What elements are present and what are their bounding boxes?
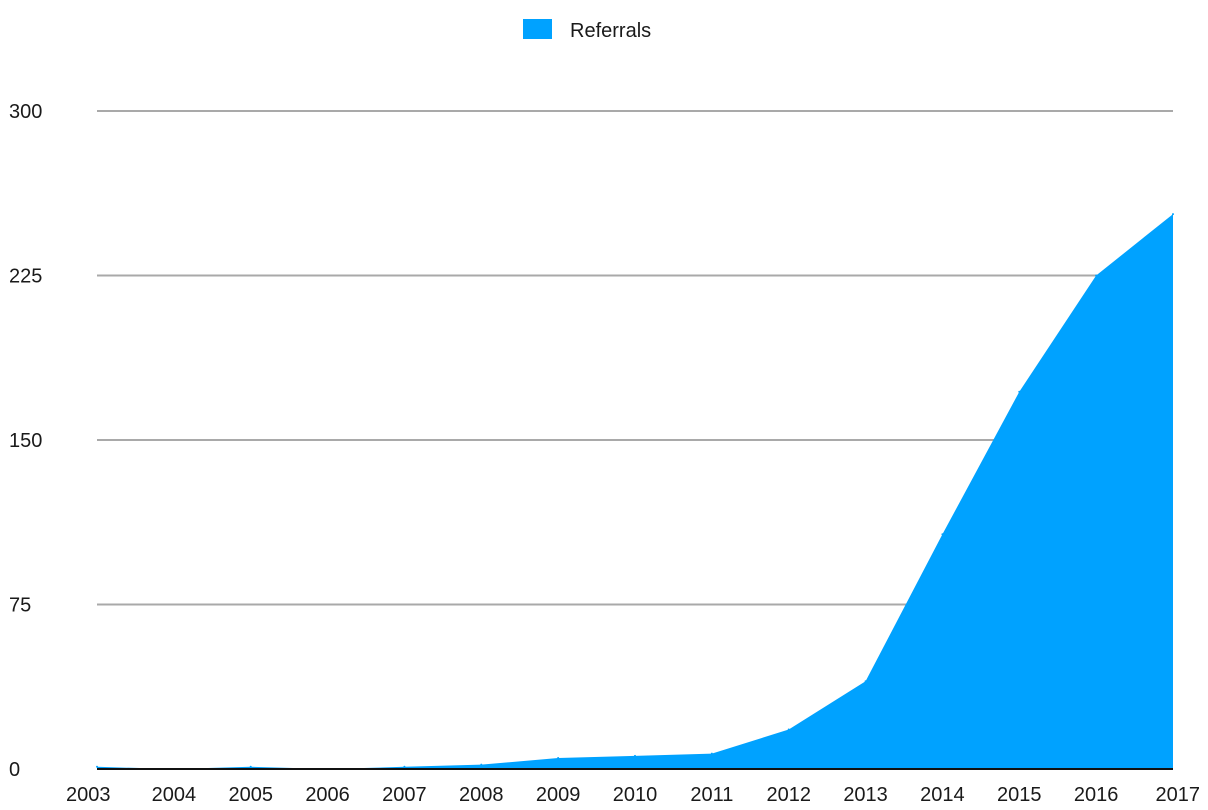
- data-point-2012: [787, 728, 790, 731]
- x-tick-label: 2004: [152, 784, 197, 806]
- legend: Referrals: [523, 19, 651, 42]
- legend-label: Referrals: [570, 20, 651, 42]
- x-tick-label: 2014: [920, 784, 965, 806]
- y-tick-label: 150: [9, 430, 42, 452]
- y-axis-ticks: 0 75 150 225 300: [9, 101, 42, 781]
- data-point-2005: [249, 765, 252, 768]
- data-point-2015: [1018, 390, 1021, 393]
- y-tick-label: 225: [9, 266, 42, 288]
- data-point-2008: [480, 763, 483, 766]
- area-series-referrals: [97, 214, 1173, 770]
- x-axis-ticks: 2003 2004 2005 2006 2007 2008 2009 2010 2011 2012…: [66, 784, 1200, 806]
- x-tick-label: 2010: [613, 784, 658, 806]
- data-point-2014: [941, 533, 944, 536]
- x-tick-label: 2003: [66, 784, 111, 806]
- data-point-2009: [557, 757, 560, 760]
- x-tick-label: 2016: [1074, 784, 1119, 806]
- x-tick-label: 2015: [997, 784, 1042, 806]
- y-tick-label: 75: [9, 595, 31, 617]
- data-point-2016: [1095, 274, 1098, 277]
- x-tick-label: 2007: [382, 784, 427, 806]
- data-point-2003: [96, 765, 98, 768]
- x-tick-label: 2011: [690, 784, 733, 806]
- data-point-2007: [403, 765, 406, 768]
- x-tick-label: 2005: [228, 784, 273, 806]
- y-tick-label: 300: [9, 101, 42, 123]
- data-point-2013: [864, 680, 867, 683]
- data-point-2017: [1172, 213, 1174, 216]
- data-point-2010: [634, 754, 636, 757]
- x-tick-label: 2013: [843, 784, 888, 806]
- x-tick-label: 2006: [305, 784, 350, 806]
- x-tick-label: 2009: [536, 784, 581, 806]
- legend-swatch: [523, 19, 552, 39]
- series-layer: [96, 213, 1174, 770]
- y-tick-label: 0: [9, 759, 20, 781]
- x-tick-label: 2017: [1156, 784, 1201, 806]
- data-point-2011: [710, 752, 713, 755]
- x-tick-label: 2012: [766, 784, 811, 806]
- x-tick-label: 2008: [459, 784, 504, 806]
